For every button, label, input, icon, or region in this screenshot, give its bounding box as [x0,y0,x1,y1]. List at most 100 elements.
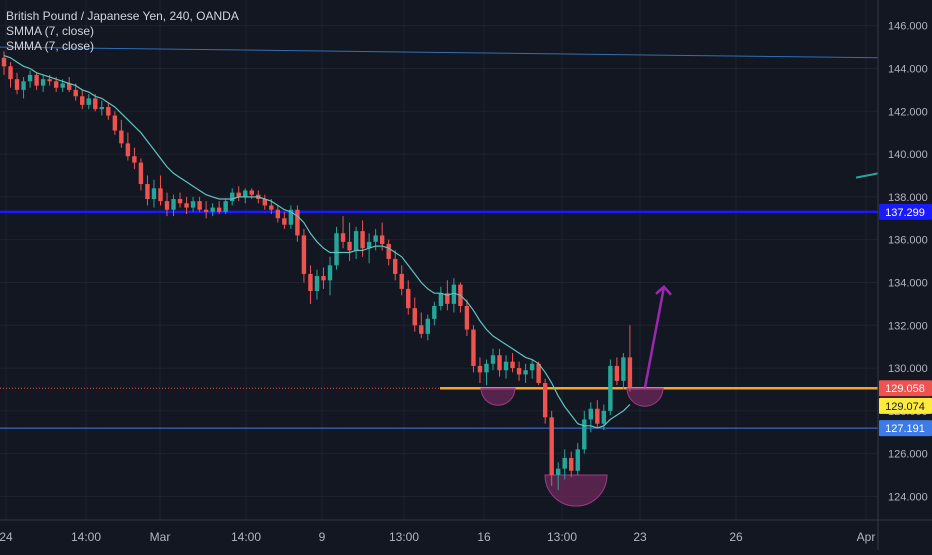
candle-body [477,365,483,373]
candle-body [236,192,241,197]
x-tick-label: 14:00 [231,530,261,544]
y-tick-label: 134.000 [888,277,928,289]
candle-body [451,284,457,304]
candle-body [145,184,150,200]
indicator-label[interactable]: SMMA (7, close) [6,39,95,53]
candle-body [73,89,78,97]
candle-body [295,209,300,236]
candle-body [386,243,391,259]
grid-lines [0,0,878,520]
x-tick-label: 24 [0,530,13,544]
candle-body [412,308,417,326]
price-tag [879,203,932,220]
candle-body [158,188,163,202]
candle-body [327,265,333,281]
candle-body [497,355,502,371]
price-tag [879,397,932,414]
candle-body [516,368,522,375]
candle-body [119,130,124,144]
candle-body [314,276,320,292]
horizontal-levels [0,46,879,429]
price-tag [879,420,932,437]
candle-body [132,156,137,163]
candle-body [223,201,228,212]
candle-body [86,98,91,105]
candle-body [347,241,352,251]
price-tag-label: 129.074 [885,401,925,413]
x-tick-label: 16 [477,530,491,544]
symbol-title[interactable]: British Pound / Japanese Yen, 240, OANDA [6,9,239,23]
candle-body [503,361,509,371]
candle-body [138,162,144,185]
candle-body [595,408,600,424]
candle-body [614,365,620,381]
candle-body [164,201,170,210]
candle-body [1,57,7,67]
candle-body [190,201,196,208]
candle-body [60,83,65,88]
candle-body [262,199,267,206]
price-tag-label: 127.191 [885,423,925,435]
candle-body [112,115,118,131]
price-tag-label: 129.058 [885,383,925,395]
candle-body [184,203,189,208]
y-tick-label: 124.000 [888,491,928,503]
indicator-label[interactable]: SMMA (7, close) [6,24,95,38]
candle-body [432,306,437,319]
candle-body [230,192,235,202]
pattern-annotations [480,387,664,507]
candle-body [490,355,496,364]
candle-body [80,96,85,105]
x-tick-label: 26 [729,530,743,544]
candle-body [419,325,424,334]
candle-body [197,201,202,210]
candle-body [27,74,33,82]
y-tick-label: 126.000 [888,449,928,461]
candle-body [21,81,26,90]
candle-body [301,235,307,274]
candle-body [334,233,339,266]
candle-body [464,306,470,330]
candle-body [529,363,535,371]
x-tick-label: 14:00 [71,530,101,544]
candle-body [575,449,580,471]
x-tick-label: Apr [857,530,876,544]
x-tick-label: 23 [633,530,647,544]
chart-legend: British Pound / Japanese Yen, 240, OANDA… [6,9,239,54]
trend-segment [855,172,879,179]
y-tick-label: 140.000 [888,149,928,161]
candle-body [393,258,398,274]
y-tick-label: 130.000 [888,363,928,375]
candle-body [288,209,294,225]
candle-body [379,235,385,244]
right-shoulder [626,387,664,407]
candle-body [406,288,411,309]
candle-body [510,361,515,369]
candle-body [53,81,59,88]
projection-arrow [643,284,672,388]
candle-body [569,457,574,471]
x-tick-label: 13:00 [547,530,577,544]
candle-body [275,209,281,219]
candle-body [549,417,554,476]
candle-body [47,79,52,82]
candle-body [249,190,254,195]
candle-body [471,329,476,366]
price-tag-label: 137.299 [885,207,925,219]
y-tick-label: 144.000 [888,63,928,75]
candles [1,51,633,491]
candle-body [621,357,626,381]
candle-body [562,457,567,469]
candle-body [608,365,613,411]
candle-body [177,199,183,204]
arrow-head [655,284,672,296]
candle-body [484,363,489,373]
candle-body [556,468,561,476]
candle-body [243,190,248,197]
arrow-shaft [643,286,666,388]
y-tick-label: 146.000 [888,21,928,33]
candle-body [106,106,111,116]
